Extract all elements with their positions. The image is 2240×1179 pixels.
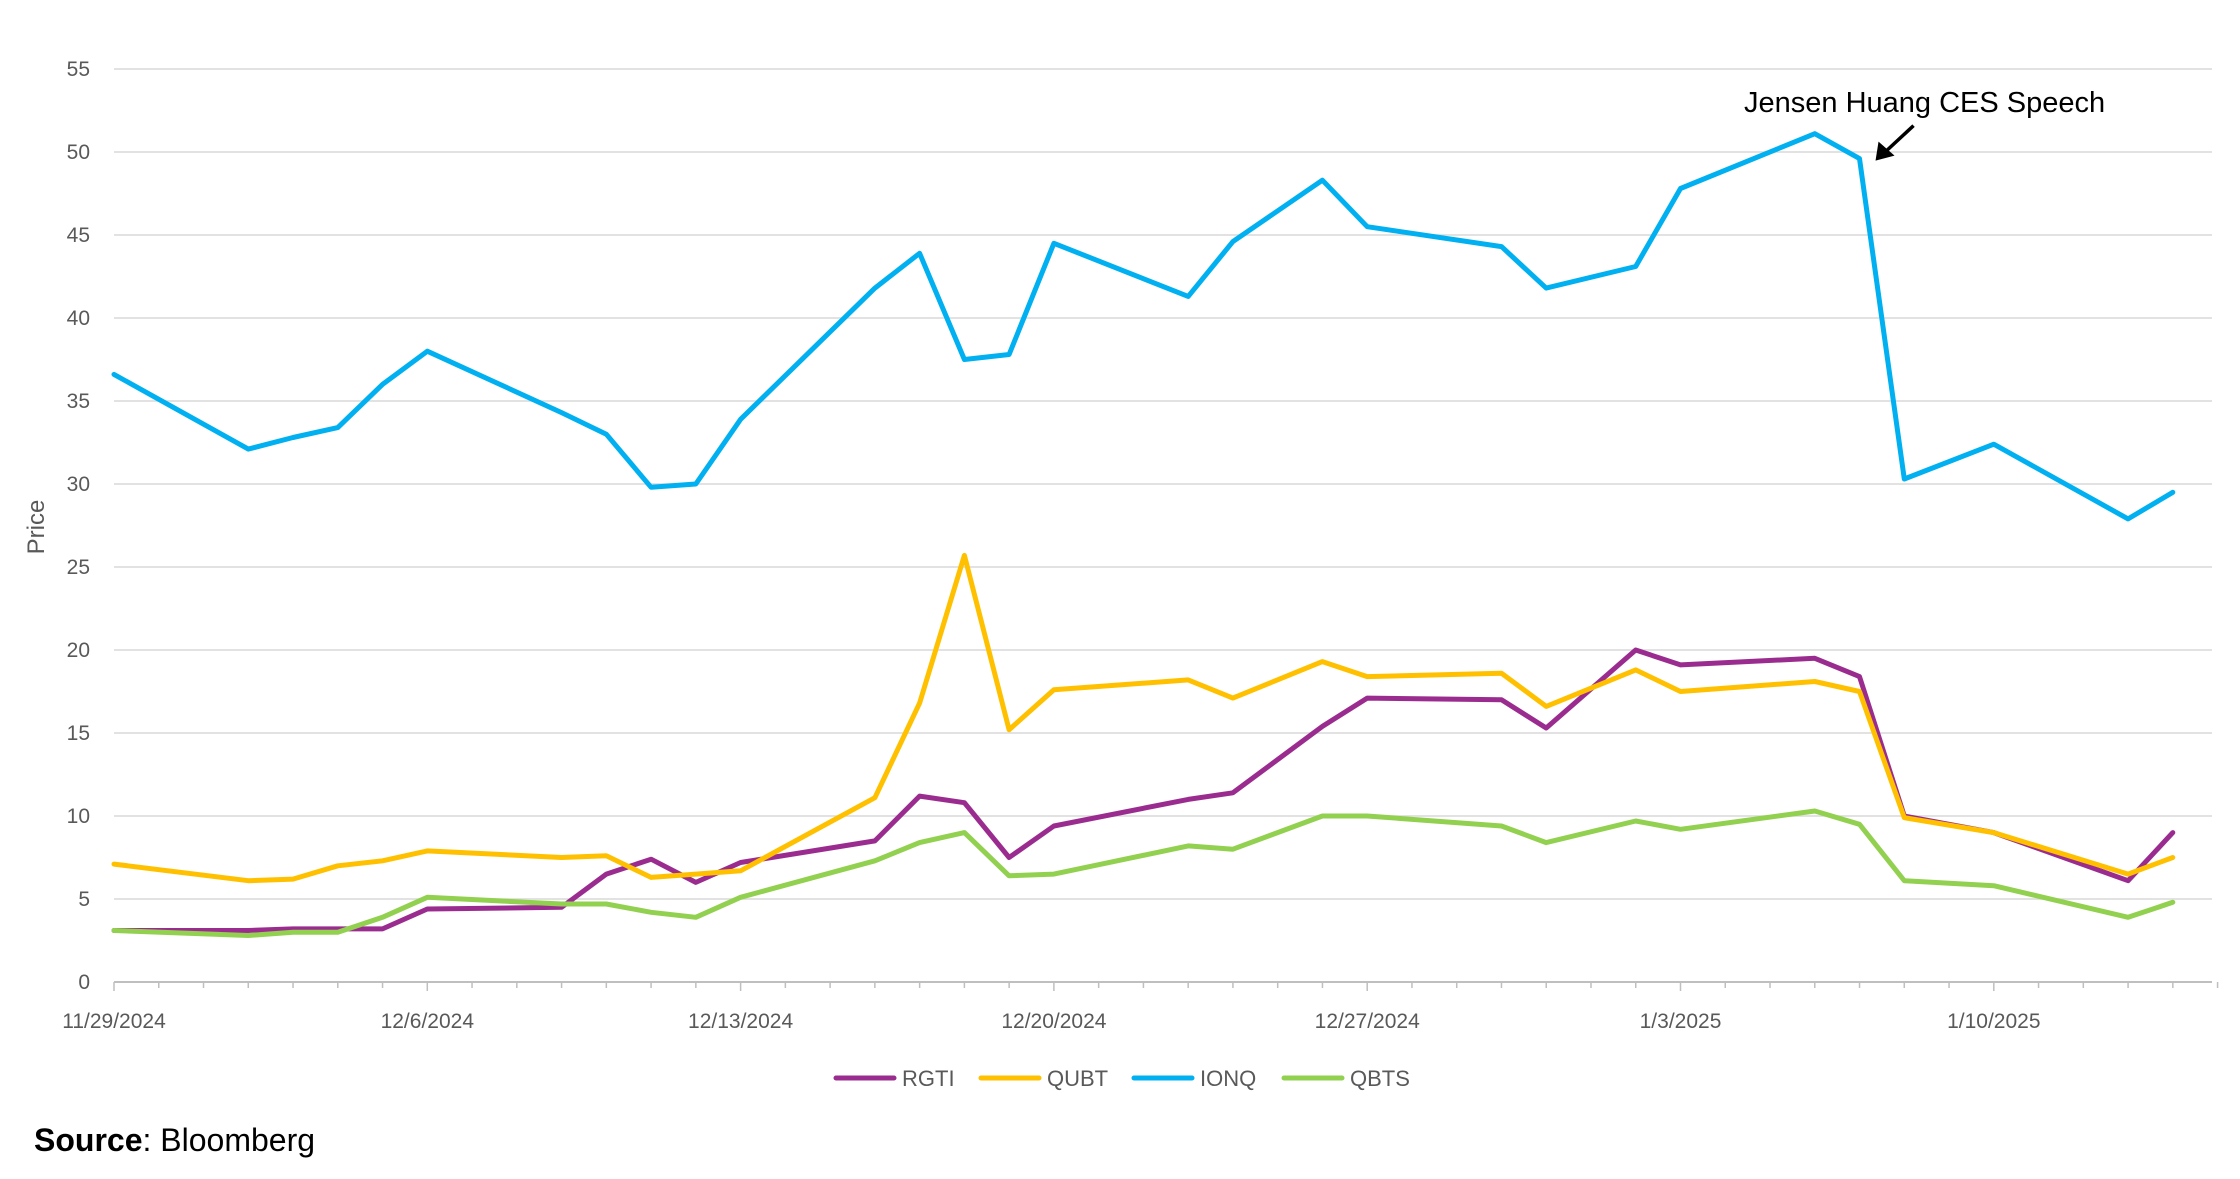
series-lines <box>111 131 2176 938</box>
series-line-qubt <box>111 552 2176 884</box>
legend-label: RGTI <box>902 1066 955 1091</box>
legend[interactable]: RGTI QUBT IONQ QBTS <box>833 1066 1410 1091</box>
x-tick-label: 12/20/2024 <box>1001 1010 1106 1033</box>
annotation-arrow-head <box>1875 141 1895 161</box>
legend-item-rgti[interactable]: RGTI <box>833 1066 955 1091</box>
y-tick-label: 30 <box>67 473 90 496</box>
x-tick-label: 1/3/2025 <box>1640 1010 1722 1033</box>
x-tick-label: 11/29/2024 <box>62 1010 166 1033</box>
y-tick-label: 20 <box>67 639 90 662</box>
annotation-text: Jensen Huang CES Speech <box>1744 87 2105 119</box>
x-tick-label: 12/13/2024 <box>688 1010 793 1033</box>
y-tick-label: 45 <box>67 224 90 247</box>
y-tick-label: 10 <box>67 805 90 828</box>
legend-label: QUBT <box>1047 1066 1108 1091</box>
y-tick-label: 0 <box>78 971 90 994</box>
series-line-qbts <box>111 808 2176 938</box>
x-tick-label: 12/27/2024 <box>1315 1010 1420 1033</box>
legend-item-ionq[interactable]: IONQ <box>1131 1066 1256 1091</box>
annotation-arrow-shaft <box>1884 124 1915 153</box>
y-tick-label: 5 <box>78 888 90 911</box>
annotation: Jensen Huang CES Speech <box>1744 87 2105 161</box>
y-tick-label: 35 <box>67 390 90 413</box>
x-tick-label: 1/10/2025 <box>1947 1010 2040 1033</box>
y-tick-label: 15 <box>67 722 90 745</box>
y-axis-title: Price <box>23 500 50 555</box>
source-value: : Bloomberg <box>142 1122 316 1158</box>
x-axis: 11/29/2024 12/6/2024 12/13/2024 12/20/2024 1… <box>62 982 2219 1033</box>
y-tick-label: 25 <box>67 556 90 579</box>
y-axis: 0 5 10 15 20 25 30 35 40 45 50 55 <box>67 58 90 994</box>
x-tick-label: 12/6/2024 <box>381 1010 475 1033</box>
y-tick-label: 55 <box>67 58 90 81</box>
legend-label: QBTS <box>1350 1066 1410 1091</box>
source-label: Source <box>34 1122 143 1158</box>
source-note: Source: Bloomberg <box>34 1122 315 1159</box>
legend-label: IONQ <box>1200 1066 1256 1091</box>
series-line-ionq <box>111 131 2176 522</box>
y-tick-label: 40 <box>67 307 90 330</box>
series-line-rgti <box>111 647 2176 933</box>
y-tick-label: 50 <box>67 141 90 164</box>
legend-item-qubt[interactable]: QUBT <box>978 1066 1108 1091</box>
grid <box>114 68 2212 983</box>
legend-item-qbts[interactable]: QBTS <box>1281 1066 1410 1091</box>
